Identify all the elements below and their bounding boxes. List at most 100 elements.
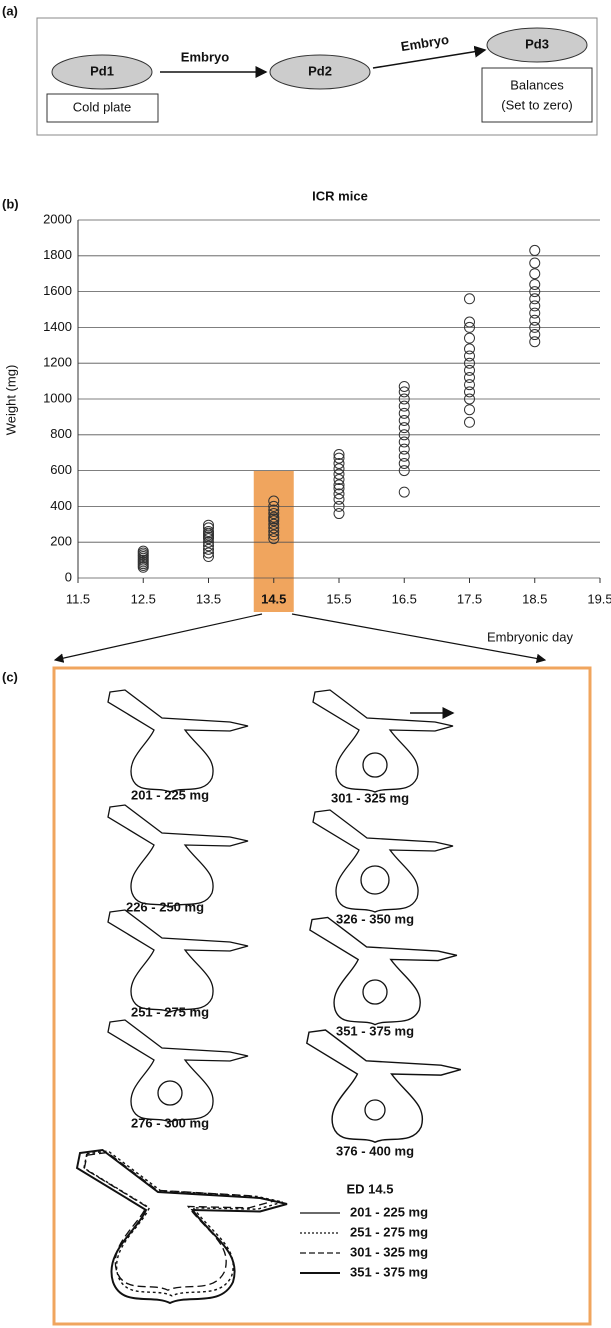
- data-point: [464, 364, 475, 376]
- note-box: [481, 67, 593, 123]
- data-point: [268, 529, 280, 541]
- x-tick-label: 17.5: [457, 591, 482, 606]
- data-point: [203, 543, 214, 555]
- node-label: Pd2: [308, 63, 332, 78]
- stage-label: 226 - 250 mg: [126, 899, 204, 914]
- data-point: [268, 511, 280, 523]
- y-tick-label: 1000: [43, 390, 72, 405]
- data-point: [333, 500, 345, 512]
- lobe: [360, 865, 390, 895]
- data-point: [333, 493, 345, 505]
- data-point: [268, 533, 280, 545]
- x-tick-label: 11.5: [66, 591, 90, 606]
- data-point: [398, 429, 410, 441]
- data-point: [333, 488, 345, 500]
- stage-label: 351 - 375 mg: [336, 1023, 414, 1038]
- data-point: [529, 293, 541, 305]
- data-point: [529, 314, 541, 326]
- section-drawing: [312, 809, 454, 913]
- overlay-drawing: [76, 1149, 288, 1304]
- data-point: [398, 414, 410, 426]
- section-drawing: [107, 909, 249, 1013]
- stage-label: 251 - 275 mg: [131, 1004, 209, 1019]
- data-point: [529, 286, 541, 298]
- zoom-arrow: [291, 613, 547, 664]
- data-point: [268, 508, 280, 520]
- legend-title: ED 14.5: [347, 1181, 394, 1196]
- data-point: [464, 357, 475, 369]
- panel-frame: [36, 17, 598, 136]
- node: [269, 54, 371, 90]
- data-point: [398, 380, 410, 392]
- stage-label: 276 - 300 mg: [131, 1115, 209, 1130]
- data-point: [529, 321, 541, 333]
- data-point: [398, 436, 410, 448]
- lobe: [364, 1099, 386, 1121]
- section-drawing: [107, 689, 249, 793]
- lobe: [362, 979, 388, 1005]
- data-point: [333, 448, 345, 460]
- note: Cold plate: [73, 99, 132, 114]
- data-point: [333, 468, 345, 480]
- data-point: [464, 293, 475, 305]
- data-point: [529, 329, 541, 341]
- panel-frame: [52, 666, 592, 1326]
- x-tick-label: 12.5: [131, 591, 156, 606]
- data-point: [333, 479, 345, 491]
- note: Balances: [510, 77, 564, 92]
- data-point: [464, 386, 475, 398]
- y-tick-label: 400: [50, 498, 72, 513]
- x-tick-label: 18.5: [522, 591, 547, 606]
- section-drawing: [306, 1029, 462, 1143]
- legend-label: 301 - 325 mg: [350, 1244, 428, 1259]
- lobe: [362, 752, 388, 778]
- y-tick-label: 200: [50, 534, 72, 549]
- x-tick-label: 13.5: [196, 591, 221, 606]
- x-tick-label: 15.5: [326, 591, 351, 606]
- stage-label: 376 - 400 mg: [336, 1143, 414, 1158]
- data-point: [464, 379, 475, 391]
- data-point: [203, 540, 214, 552]
- stage-label: 201 - 225 mg: [131, 787, 209, 802]
- node: [51, 54, 153, 90]
- data-point: [398, 457, 410, 469]
- data-point: [464, 321, 475, 333]
- legend-label: 251 - 275 mg: [350, 1224, 428, 1239]
- data-point: [398, 400, 410, 412]
- data-point: [464, 343, 475, 355]
- data-point: [268, 500, 280, 512]
- data-point: [398, 386, 410, 398]
- x-tick-label: 16.5: [392, 591, 417, 606]
- plot: 0 200 400 600 800 1000 1200 1400 1600 1800 2000 11.…: [43, 211, 611, 612]
- note: (Set to zero): [501, 97, 573, 112]
- panel-label: (c): [2, 669, 18, 684]
- x-tick-label: 14.5: [261, 591, 286, 606]
- data-point: [464, 416, 475, 428]
- zoom-arrow: [53, 613, 263, 663]
- x-tick-label: 19.5: [587, 591, 611, 606]
- data-point: [333, 457, 345, 469]
- data-point: [529, 244, 541, 256]
- data-point: [464, 350, 475, 362]
- data-point: [398, 486, 410, 498]
- data-point: [464, 316, 475, 328]
- data-point: [464, 372, 475, 384]
- data-point: [203, 536, 214, 548]
- data-point: [398, 422, 410, 434]
- y-tick-label: 1800: [43, 247, 72, 262]
- data-point: [268, 522, 280, 534]
- data-point: [529, 257, 541, 269]
- arrow: [372, 45, 487, 69]
- panel-label: (a): [2, 3, 18, 18]
- data-point: [203, 551, 214, 563]
- data-point: [464, 332, 475, 344]
- y-tick-label: 2000: [43, 211, 72, 226]
- data-point: [529, 307, 541, 319]
- chart-title: ICR mice: [312, 188, 368, 203]
- data-point: [203, 525, 214, 537]
- section-drawing: [309, 916, 458, 1026]
- node-label: Pd3: [525, 36, 549, 51]
- y-tick-label: 800: [50, 426, 72, 441]
- data-point: [268, 495, 280, 507]
